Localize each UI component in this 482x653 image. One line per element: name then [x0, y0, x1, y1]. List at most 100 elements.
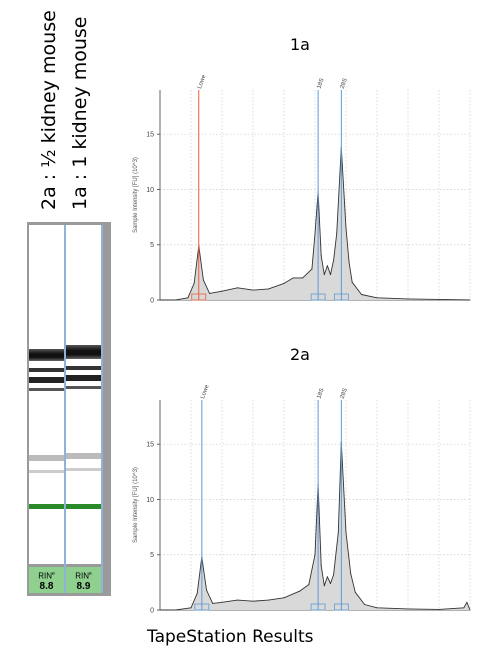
trace-fill	[160, 147, 470, 300]
trace-point	[159, 609, 161, 611]
trace-point	[354, 591, 356, 593]
gel-lane-1a	[66, 225, 101, 564]
trace-point	[345, 227, 347, 229]
trace-point	[308, 584, 310, 586]
gel-band	[66, 375, 101, 381]
rin-badge-2a: RINe 8.8	[29, 567, 64, 593]
trace-point	[268, 599, 269, 601]
trace-point	[333, 259, 335, 261]
gel-band	[29, 368, 64, 372]
trace-point	[283, 282, 285, 284]
rin-mark: e	[52, 571, 55, 577]
marker-label-28s: 28S	[340, 78, 349, 90]
trace-point	[193, 282, 195, 284]
gel-band	[29, 349, 64, 361]
marker-label-18s: 18S	[316, 78, 325, 90]
trace-point	[469, 609, 471, 611]
rin-mark: e	[89, 571, 92, 577]
lower-marker-band	[66, 504, 101, 509]
trace-point	[299, 590, 300, 592]
trace-line	[160, 147, 471, 301]
electropherogram-1a: 0 5 10 15 Sample Intensity [FU] (10^3) Lower 1…	[133, 75, 471, 305]
trace-point	[311, 268, 313, 270]
marker-box-lower	[191, 293, 207, 301]
trace-point	[237, 287, 238, 289]
trace-point	[350, 573, 352, 574]
gel-band	[29, 470, 64, 473]
trace-point	[330, 274, 331, 276]
gel-image: RINe 8.8 RINe 8.9	[27, 222, 111, 596]
trace-point	[364, 604, 366, 605]
trace-point	[314, 233, 316, 235]
gel-lane-2a	[29, 225, 64, 564]
trace-point	[323, 585, 325, 587]
marker-label-28s: 28S	[340, 388, 349, 400]
trace-point	[175, 609, 176, 611]
trace-point	[466, 601, 468, 603]
gel-band	[66, 453, 101, 459]
trace-point	[376, 297, 378, 299]
lane-divider	[64, 225, 66, 593]
gel-band	[66, 366, 101, 370]
y-tick-label: 0	[150, 608, 154, 615]
trace-point	[196, 592, 198, 594]
marker-label-lower: Lower	[200, 385, 211, 400]
rin-label: RIN	[75, 571, 89, 581]
y-tick-label: 5	[150, 552, 154, 559]
y-tick-label: 5	[150, 242, 154, 249]
gel-band	[29, 388, 64, 391]
rin-badge-1a: RINe 8.9	[66, 567, 101, 593]
trace-point	[407, 608, 409, 610]
trace-point	[268, 288, 269, 290]
electropherogram-2a: 0 5 10 15 Sample Intensity [FU] (10^3) Lower 1…	[133, 385, 471, 615]
y-tick-label: 10	[146, 497, 154, 504]
footer-caption: TapeStation Results	[147, 627, 314, 647]
marker-box-18s	[310, 603, 326, 611]
gel-band	[29, 377, 64, 383]
marker-label-18s: 18S	[316, 388, 325, 400]
trace-point	[469, 299, 471, 301]
trace-point	[202, 279, 204, 281]
trace-point	[336, 233, 338, 235]
trace-point	[212, 602, 214, 604]
y-tick-label: 10	[146, 187, 154, 194]
marker-box-28s	[333, 293, 349, 301]
trace-point	[190, 607, 192, 609]
trace-point	[175, 299, 176, 301]
trace-point	[326, 576, 328, 578]
y-axis-label: Sample Intensity [FU] (10^3)	[133, 467, 139, 543]
trace-point	[348, 261, 350, 263]
trace-point	[159, 299, 161, 301]
trace-point	[209, 292, 211, 294]
trace-point	[221, 601, 223, 603]
trace-point	[463, 607, 465, 609]
rin-value: 8.8	[39, 580, 54, 592]
trace-point	[252, 289, 254, 291]
trace-point	[337, 532, 339, 534]
trace-point	[320, 255, 322, 257]
trace-point	[345, 532, 347, 534]
trace-point	[376, 607, 378, 609]
lane-2a-label: 2a : ½ kidney mouse	[38, 10, 60, 210]
trace-point	[237, 599, 238, 601]
trace-fill	[160, 442, 470, 610]
trace-point	[361, 294, 362, 295]
marker-box-28s	[333, 603, 349, 611]
trace-point	[333, 574, 335, 576]
trace-point	[320, 565, 322, 567]
rin-value: 8.9	[76, 580, 91, 592]
trace-point	[221, 290, 223, 292]
y-tick-label: 15	[146, 132, 154, 139]
trace-point	[407, 298, 409, 300]
trace-point	[302, 277, 304, 279]
marker-box-18s	[310, 293, 326, 301]
marker-label-lower: Lower	[197, 75, 208, 90]
trace-point	[438, 608, 440, 610]
trace-point	[330, 583, 331, 584]
trace-point	[206, 589, 207, 591]
gel-band	[66, 468, 101, 471]
lane-divider	[101, 225, 103, 593]
trace-point	[283, 597, 285, 599]
lower-marker-band	[29, 504, 64, 509]
trace-point	[438, 298, 440, 300]
